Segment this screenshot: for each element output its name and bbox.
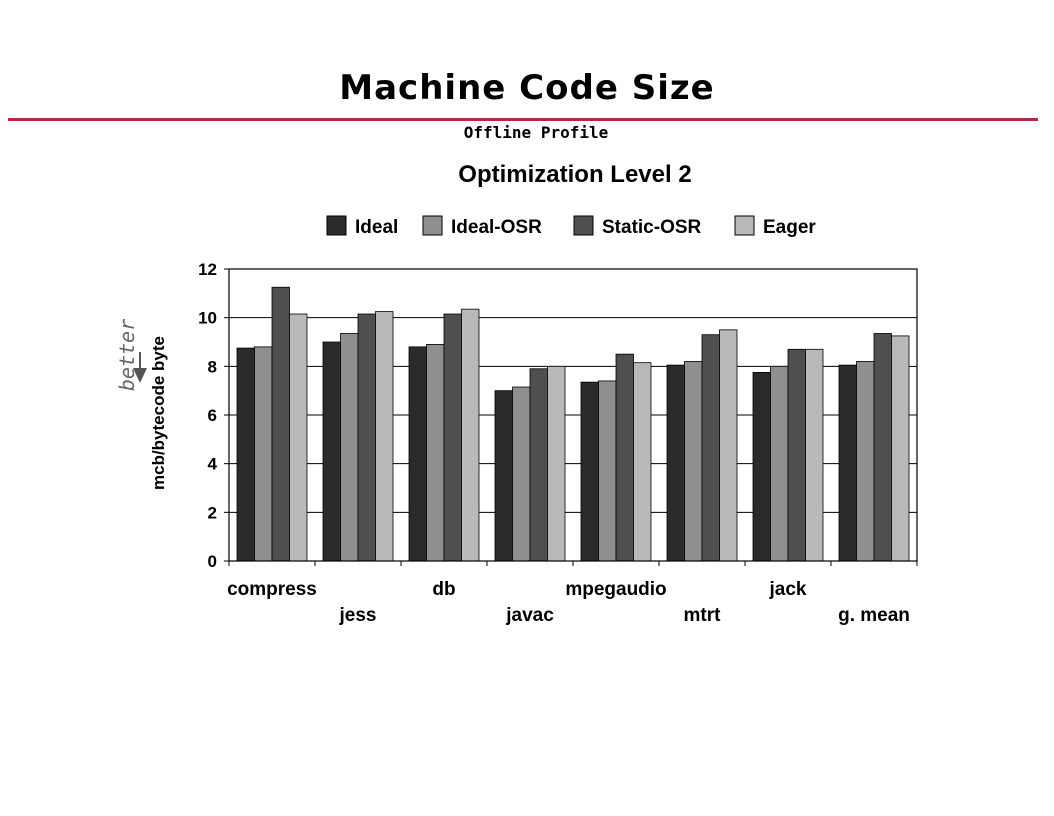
- x-tick-label: javac: [505, 605, 554, 626]
- legend-label: Static-OSR: [602, 217, 702, 238]
- x-tick-label: g. mean: [838, 605, 910, 626]
- better-label: better: [115, 319, 139, 391]
- slide-title: Machine Code Size: [339, 68, 715, 108]
- bar-ideal-osr: [684, 361, 703, 562]
- bar-ideal: [666, 364, 685, 562]
- x-tick-label: jess: [339, 605, 377, 626]
- bar-static-osr: [271, 286, 290, 562]
- y-tick-label: 8: [208, 357, 217, 376]
- bar-ideal: [236, 347, 255, 562]
- y-tick-label: 2: [208, 503, 217, 522]
- bar-ideal-osr: [426, 344, 445, 562]
- title-divider: [8, 118, 1038, 121]
- bar-static-osr: [443, 313, 462, 562]
- bar-eager: [805, 348, 824, 562]
- bar-static-osr: [615, 353, 634, 562]
- bar-eager: [633, 362, 652, 562]
- bar-ideal: [838, 364, 857, 562]
- bar-static-osr: [873, 333, 892, 562]
- bar-ideal: [752, 372, 771, 562]
- legend-swatch: [326, 215, 347, 236]
- plot-frame: [228, 268, 918, 562]
- bar-static-osr: [787, 348, 806, 562]
- chart-legend: Ideal Ideal-OSR Static-OSR Eager: [326, 215, 816, 238]
- x-tick-label: compress: [227, 579, 317, 600]
- bar-ideal-osr: [254, 346, 273, 562]
- y-axis-label: mcb/bytecode byte: [149, 336, 168, 490]
- y-tick-label: 10: [198, 309, 217, 328]
- bar-eager: [289, 313, 308, 562]
- plot-area: 0 2 4 6 8 10 12 compress jess db javac mpegaudio mtr…: [198, 260, 918, 626]
- x-tick-label: jack: [769, 579, 807, 600]
- y-tick-label: 6: [208, 406, 217, 425]
- bar-ideal: [408, 346, 427, 562]
- y-tick-label: 4: [208, 455, 218, 474]
- legend-swatch: [734, 215, 755, 236]
- y-tick-label: 0: [208, 552, 217, 571]
- chart-title: Optimization Level 2: [458, 161, 691, 188]
- bar-ideal: [580, 381, 599, 562]
- arrow-down-icon: [133, 368, 147, 383]
- legend-label: Ideal: [355, 217, 398, 238]
- legend-swatch: [573, 215, 594, 236]
- x-tick-label: mtrt: [684, 605, 722, 626]
- bar-static-osr: [529, 368, 548, 562]
- bar-static-osr: [701, 334, 720, 562]
- bar-ideal-osr: [770, 365, 789, 562]
- bar-ideal-osr: [856, 361, 875, 562]
- y-tick-label: 12: [198, 260, 217, 279]
- legend-label: Ideal-OSR: [451, 217, 542, 238]
- bar-ideal: [322, 341, 341, 562]
- better-annotation: better: [115, 319, 147, 391]
- bar-eager: [547, 365, 566, 562]
- legend-swatch: [422, 215, 443, 236]
- bar-eager: [719, 329, 738, 562]
- x-tick-label: db: [432, 579, 455, 600]
- bar-eager: [375, 311, 394, 562]
- bar-eager: [461, 308, 480, 562]
- legend-label: Eager: [763, 217, 816, 238]
- bar-static-osr: [357, 313, 376, 562]
- bar-ideal: [494, 390, 513, 562]
- bar-eager: [891, 335, 910, 562]
- slide-subtitle: Offline Profile: [463, 123, 609, 142]
- x-tick-label: mpegaudio: [565, 579, 666, 600]
- bar-ideal-osr: [512, 386, 531, 562]
- bar-ideal-osr: [598, 380, 617, 562]
- bar-ideal-osr: [340, 333, 359, 562]
